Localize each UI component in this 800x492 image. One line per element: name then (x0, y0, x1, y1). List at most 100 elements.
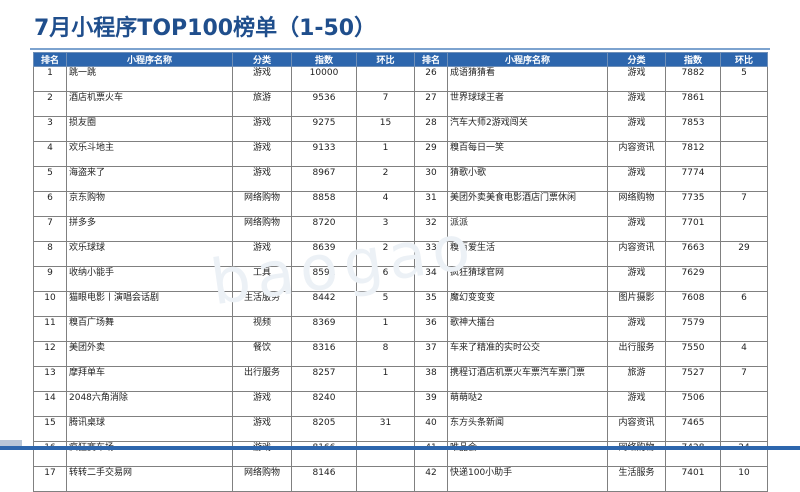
cell-category: 出行服务 (232, 366, 292, 392)
cell-index: 7401 (665, 466, 721, 492)
cell-index: 7506 (665, 391, 721, 417)
cell-index: 7882 (665, 66, 721, 92)
cell-category: 游戏 (232, 141, 292, 167)
cell-name: 猜歌小歌 (447, 166, 608, 192)
cell-change: 4 (720, 341, 768, 367)
cell-name: 东方头条新闻 (447, 416, 608, 442)
cell-index: 8257 (291, 366, 357, 392)
cell-index: 9133 (291, 141, 357, 167)
table-row: 7 拼多多 网络购物 8720 3 32 派派 游戏 7701 (33, 216, 768, 242)
table-header-row: 排名 小程序名称 分类 指数 环比 排名 小程序名称 分类 指数 环比 (33, 52, 768, 67)
cell-index: 9275 (291, 116, 357, 142)
cell-rank: 38 (414, 366, 448, 392)
cell-index: 8369 (291, 316, 357, 342)
cell-name: 美团外卖 (66, 341, 233, 367)
cell-index: 7608 (665, 291, 721, 317)
cell-name: 腾讯桌球 (66, 416, 233, 442)
cell-change (720, 141, 768, 167)
cell-category: 网络购物 (232, 191, 292, 217)
cell-rank: 42 (414, 466, 448, 492)
cell-category: 游戏 (232, 66, 292, 92)
cell-change: 2 (356, 241, 415, 267)
cell-change (720, 216, 768, 242)
cell-name: 糗百爱生活 (447, 241, 608, 267)
cell-category: 游戏 (232, 116, 292, 142)
cell-change (720, 91, 768, 117)
cell-index: 7853 (665, 116, 721, 142)
cell-change: 31 (356, 416, 415, 442)
cell-category: 餐饮 (232, 341, 292, 367)
table-row: 5 海盗来了 游戏 8967 2 30 猜歌小歌 游戏 7774 (33, 166, 768, 192)
cell-category: 游戏 (232, 241, 292, 267)
cell-category: 旅游 (232, 91, 292, 117)
cell-name: 海盗来了 (66, 166, 233, 192)
cell-change: 7 (356, 91, 415, 117)
table-row: 6 京东购物 网络购物 8858 4 31 美团外卖美食电影酒店门票休闲 网络购物 7735 7 (33, 191, 768, 217)
cell-index: 8146 (291, 466, 357, 492)
cell-rank: 4 (33, 141, 67, 167)
ranking-table: 排名 小程序名称 分类 指数 环比 排名 小程序名称 分类 指数 环比 1 跳一跳 游戏 10000 26… (33, 52, 768, 492)
cell-rank: 34 (414, 266, 448, 292)
cell-change: 5 (356, 291, 415, 317)
column-header: 排名 (33, 52, 67, 67)
cell-name: 携程订酒店机票火车票汽车票门票 (447, 366, 608, 392)
cell-index: 8316 (291, 341, 357, 367)
cell-name: 酒店机票火车 (66, 91, 233, 117)
cell-change: 3 (356, 216, 415, 242)
table-row: 1 跳一跳 游戏 10000 26 成语猜猜看 游戏 7882 5 (33, 66, 768, 92)
cell-rank: 29 (414, 141, 448, 167)
cell-name: 糗百广场舞 (66, 316, 233, 342)
table-row: 2 酒店机票火车 旅游 9536 7 27 世界球球王者 游戏 7861 (33, 91, 768, 117)
cell-rank: 31 (414, 191, 448, 217)
cell-index: 8639 (291, 241, 357, 267)
cell-category: 内容资讯 (607, 241, 666, 267)
cell-name: 摩拜单车 (66, 366, 233, 392)
column-header: 小程序名称 (66, 52, 233, 67)
cell-change: 6 (720, 291, 768, 317)
cell-rank: 28 (414, 116, 448, 142)
table-row: 3 损友圈 游戏 9275 15 28 汽车大师2游戏闯关 游戏 7853 (33, 116, 768, 142)
cell-change: 6 (356, 266, 415, 292)
cell-change: 8 (356, 341, 415, 367)
cell-index: 8591 (291, 266, 357, 292)
cell-name: 跳一跳 (66, 66, 233, 92)
cell-change (720, 391, 768, 417)
cell-rank: 26 (414, 66, 448, 92)
cell-category: 生活服务 (232, 291, 292, 317)
title-underline (30, 48, 770, 50)
cell-rank: 1 (33, 66, 67, 92)
table-row: 13 摩拜单车 出行服务 8257 1 38 携程订酒店机票火车票汽车票门票 旅游 7527 7 (33, 366, 768, 392)
cell-rank: 15 (33, 416, 67, 442)
cell-index: 7812 (665, 141, 721, 167)
cell-change: 4 (356, 191, 415, 217)
cell-name: 糗百每日一笑 (447, 141, 608, 167)
cell-rank: 9 (33, 266, 67, 292)
cell-index: 7527 (665, 366, 721, 392)
cell-rank: 17 (33, 466, 67, 492)
cell-category: 游戏 (607, 316, 666, 342)
cell-name: 美团外卖美食电影酒店门票休闲 (447, 191, 608, 217)
table-row: 9 收纳小能手 工具 8591 6 34 疯狂猜球官网 游戏 7629 (33, 266, 768, 292)
cell-category: 游戏 (232, 166, 292, 192)
cell-name: 世界球球王者 (447, 91, 608, 117)
cell-name: 疯狂猜球官网 (447, 266, 608, 292)
column-header: 排名 (414, 52, 448, 67)
cell-name: 收纳小能手 (66, 266, 233, 292)
cell-category: 游戏 (607, 116, 666, 142)
cell-category: 游戏 (607, 66, 666, 92)
cell-change (720, 116, 768, 142)
cell-index: 8858 (291, 191, 357, 217)
footer-accent (0, 440, 22, 446)
cell-name: 派派 (447, 216, 608, 242)
cell-category: 出行服务 (607, 341, 666, 367)
cell-change (356, 391, 415, 417)
cell-name: 汽车大师2游戏闯关 (447, 116, 608, 142)
cell-rank: 6 (33, 191, 67, 217)
cell-change: 1 (356, 366, 415, 392)
cell-rank: 40 (414, 416, 448, 442)
cell-category: 生活服务 (607, 466, 666, 492)
table-row: 8 欢乐球球 游戏 8639 2 33 糗百爱生活 内容资讯 7663 29 (33, 241, 768, 267)
cell-change (356, 66, 415, 92)
cell-category: 网络购物 (607, 191, 666, 217)
table-row: 11 糗百广场舞 视频 8369 1 36 歌神大擂台 游戏 7579 (33, 316, 768, 342)
